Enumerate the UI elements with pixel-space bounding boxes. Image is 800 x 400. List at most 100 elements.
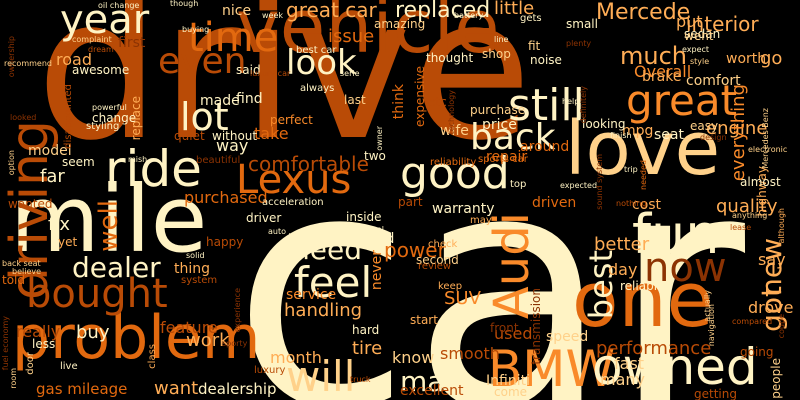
word-mile: mile: [10, 166, 208, 273]
word-mercede: Mercede: [596, 0, 691, 25]
word-look: look: [286, 43, 357, 83]
word-interior: interior: [686, 12, 759, 36]
word-week: week: [262, 11, 284, 20]
word-wife: wife: [440, 123, 469, 139]
word-small: small: [566, 17, 598, 31]
word-comfortable: comfortable: [248, 152, 369, 176]
word-around: around: [520, 139, 570, 155]
word-tire: tire: [352, 338, 383, 359]
word-work: work: [186, 330, 230, 351]
word-top: top: [510, 179, 527, 190]
word-ownership: ownership: [7, 36, 16, 78]
word-make: make: [400, 365, 477, 398]
word-nice: nice: [222, 3, 252, 19]
word-option: option: [7, 150, 16, 176]
word-time: time: [188, 15, 279, 61]
word-start: start: [410, 313, 438, 327]
word-put: put: [676, 12, 703, 31]
word-first: first: [118, 35, 146, 51]
word-owned: owned: [592, 338, 758, 396]
word-told: told: [2, 273, 25, 287]
word-though: though: [170, 0, 199, 8]
word-beautiful: beautiful: [196, 155, 241, 166]
word-car: car: [232, 101, 746, 400]
word-fuel-economy: fuel economy: [1, 316, 10, 371]
word-feel: feel: [294, 258, 373, 307]
word-will: will: [286, 352, 356, 400]
word-think: think: [391, 84, 407, 120]
word-lexus: Lexus: [236, 157, 352, 203]
word-yet: yet: [58, 235, 78, 249]
word-serie: serie: [340, 69, 360, 78]
word-fast: fast: [614, 354, 645, 373]
word-system: system: [181, 275, 218, 286]
word-gets: gets: [520, 13, 542, 24]
word-thing: thing: [174, 261, 211, 277]
word-almost: almost: [740, 175, 781, 189]
word-owner: owner: [375, 126, 384, 151]
word-problem: problem: [12, 303, 261, 373]
word-say: say: [758, 250, 786, 269]
word-little: little: [494, 0, 535, 19]
word-driver: driver: [246, 211, 282, 225]
word-reliability: reliability: [430, 157, 477, 168]
word-without: without: [212, 129, 258, 143]
word-far: far: [40, 166, 65, 187]
word-truck: truck: [350, 375, 371, 384]
word-comfort: comfort: [686, 73, 741, 89]
word-navigation: navigation: [707, 304, 716, 347]
word-class: class: [147, 344, 158, 369]
word-trip: trip: [624, 165, 638, 174]
word-acceleration: acceleration: [262, 197, 324, 208]
word-issue: issue: [328, 26, 375, 47]
word-reliable: reliable: [620, 279, 665, 293]
word-excellent: excellent: [400, 383, 464, 399]
word-getting: getting: [694, 387, 737, 400]
word-handling: handling: [284, 300, 363, 321]
word-needed: needed: [639, 160, 648, 190]
word-vehicle: vehicle: [236, 0, 500, 70]
word-bought: bought: [26, 271, 168, 317]
word-styling: styling: [86, 121, 120, 132]
word-looking: looking: [582, 117, 626, 131]
word-brake: brake: [642, 69, 682, 85]
word-still: still: [508, 80, 585, 131]
word-way: way: [216, 136, 249, 155]
word-technology: technology: [447, 90, 456, 135]
word-drove: drove: [748, 298, 794, 317]
word-expected: expected: [560, 181, 598, 190]
word-lease: lease: [730, 223, 752, 232]
word-less: less: [32, 337, 56, 351]
word-although: although: [777, 208, 786, 244]
word-part: part: [398, 195, 423, 209]
word-buy: buy: [76, 322, 110, 343]
word-engine: engine: [706, 118, 768, 139]
word-line: line: [494, 35, 509, 44]
word-fit: fit: [528, 39, 541, 53]
word-disappointed: disappointed: [63, 84, 74, 149]
word-great: great: [626, 76, 738, 125]
word-buying: buying: [182, 25, 210, 34]
word-fix: fix: [48, 214, 70, 235]
word-style: style: [690, 57, 710, 66]
word-drive: drive: [36, 0, 533, 184]
word-driven: driven: [532, 195, 577, 211]
word-etc: etc: [428, 95, 447, 109]
word-check: check: [428, 239, 458, 250]
word-everything: everything: [728, 84, 749, 182]
word-finish: finish: [610, 131, 632, 140]
word-perfect: perfect: [270, 113, 313, 127]
word-sporty: sporty: [222, 339, 248, 348]
word-infiniti: Infiniti: [486, 373, 530, 389]
word-quiet: quiet: [174, 129, 205, 143]
word-ride: ride: [105, 140, 202, 198]
word-noise: noise: [530, 53, 562, 67]
word-mercedes-benz: Mercedes Benz: [761, 108, 770, 169]
word-lot: lot: [180, 95, 229, 139]
word-find: find: [236, 91, 263, 107]
word-definitely: definitely: [579, 86, 588, 124]
word-year: year: [60, 0, 150, 43]
word-bmw: BMW: [488, 340, 615, 398]
word-best-car: best car: [296, 45, 337, 56]
